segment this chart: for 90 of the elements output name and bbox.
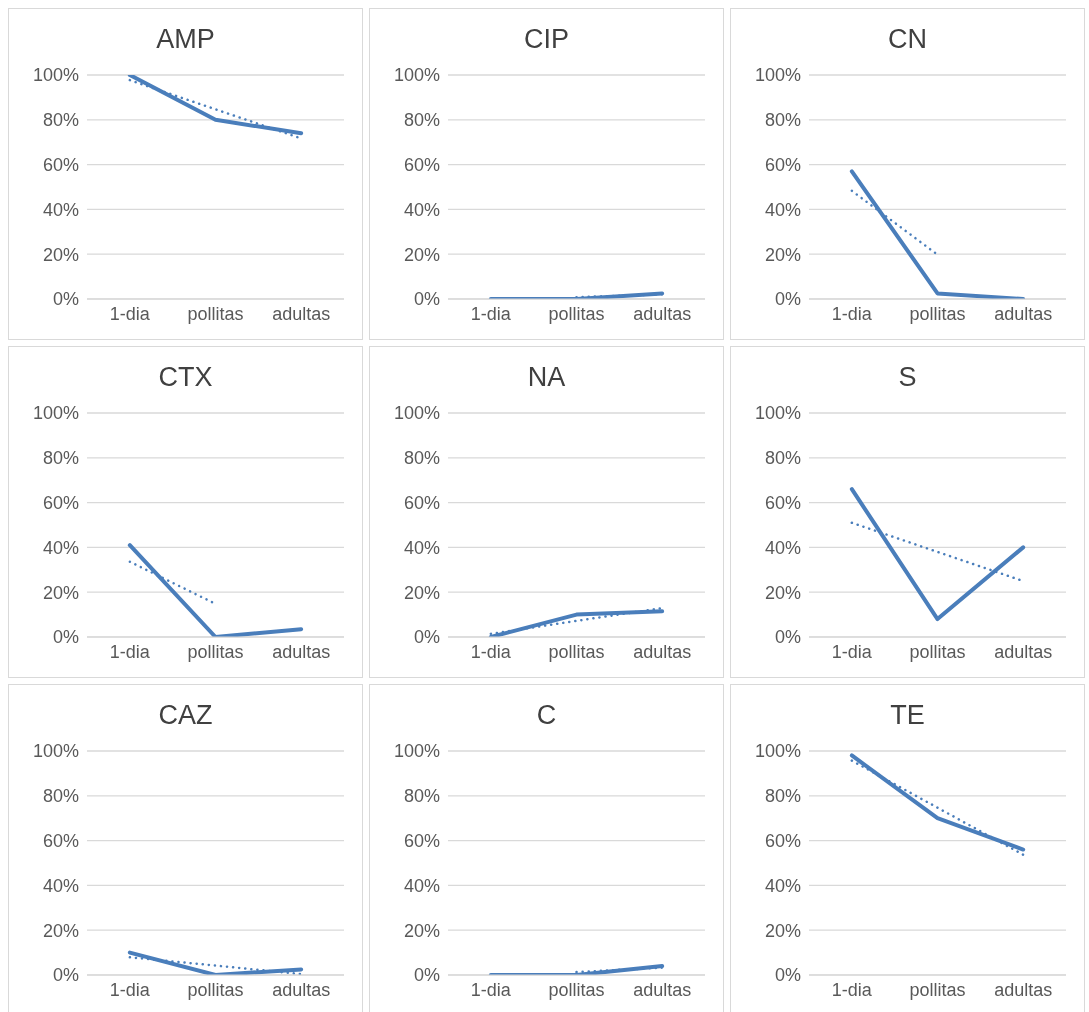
chart-title: CAZ bbox=[157, 699, 214, 732]
y-tick-label: 80% bbox=[403, 448, 440, 469]
y-tick-label: 60% bbox=[42, 154, 79, 175]
y-tick-label: 40% bbox=[403, 199, 440, 220]
chart-title: CN bbox=[887, 23, 928, 56]
y-tick-label: 60% bbox=[42, 830, 79, 851]
y-tick-label: 40% bbox=[764, 537, 801, 558]
y-tick-label: 100% bbox=[754, 741, 801, 762]
y-tick-label: 40% bbox=[403, 537, 440, 558]
y-tick-label: 80% bbox=[403, 786, 440, 807]
y-tick-label: 20% bbox=[403, 244, 440, 265]
x-tick-label: pollitas bbox=[187, 641, 244, 662]
x-tick-label: adultas bbox=[272, 979, 331, 1000]
y-tick-label: 100% bbox=[393, 403, 440, 424]
y-tick-label: 80% bbox=[403, 110, 440, 131]
x-tick-label: pollitas bbox=[548, 979, 605, 1000]
y-tick-label: 80% bbox=[764, 110, 801, 131]
x-tick-label: 1-dia bbox=[470, 979, 512, 1000]
y-tick-label: 60% bbox=[764, 154, 801, 175]
y-tick-label: 0% bbox=[52, 627, 79, 648]
y-tick-label: 80% bbox=[42, 786, 79, 807]
y-tick-label: 0% bbox=[774, 627, 801, 648]
x-tick-label: adultas bbox=[994, 979, 1053, 1000]
y-tick-label: 80% bbox=[764, 448, 801, 469]
y-tick-label: 20% bbox=[42, 244, 79, 265]
x-tick-label: 1-dia bbox=[470, 303, 512, 324]
y-tick-label: 100% bbox=[32, 741, 79, 762]
y-tick-label: 20% bbox=[764, 244, 801, 265]
x-tick-label: 1-dia bbox=[470, 641, 512, 662]
chart-title: TE bbox=[889, 699, 926, 732]
x-tick-label: pollitas bbox=[909, 303, 966, 324]
y-tick-label: 40% bbox=[42, 875, 79, 896]
x-tick-label: adultas bbox=[633, 641, 692, 662]
y-tick-label: 0% bbox=[413, 965, 440, 986]
chart-title: NA bbox=[526, 361, 567, 394]
y-tick-label: 20% bbox=[42, 920, 79, 941]
x-tick-label: adultas bbox=[272, 303, 331, 324]
y-tick-label: 80% bbox=[764, 786, 801, 807]
y-tick-label: 60% bbox=[403, 492, 440, 513]
y-tick-label: 100% bbox=[393, 741, 440, 762]
chart-title: S bbox=[897, 361, 918, 394]
y-tick-label: 60% bbox=[42, 492, 79, 513]
y-tick-label: 80% bbox=[42, 448, 79, 469]
chart-title: CIP bbox=[523, 23, 570, 56]
x-tick-label: pollitas bbox=[548, 303, 605, 324]
y-tick-label: 20% bbox=[764, 920, 801, 941]
y-tick-label: 40% bbox=[42, 537, 79, 558]
y-tick-label: 40% bbox=[42, 199, 79, 220]
x-tick-label: adultas bbox=[994, 641, 1053, 662]
y-tick-label: 0% bbox=[413, 627, 440, 648]
x-tick-label: 1-dia bbox=[831, 303, 873, 324]
x-tick-label: adultas bbox=[633, 303, 692, 324]
y-tick-label: 60% bbox=[403, 154, 440, 175]
y-tick-label: 100% bbox=[754, 65, 801, 86]
y-tick-label: 100% bbox=[32, 403, 79, 424]
y-tick-label: 20% bbox=[764, 582, 801, 603]
chart-title: C bbox=[535, 699, 558, 732]
x-tick-label: pollitas bbox=[909, 979, 966, 1000]
x-tick-label: pollitas bbox=[187, 979, 244, 1000]
x-tick-label: 1-dia bbox=[831, 979, 873, 1000]
y-tick-label: 20% bbox=[42, 582, 79, 603]
x-tick-label: adultas bbox=[272, 641, 331, 662]
y-tick-label: 40% bbox=[764, 199, 801, 220]
x-tick-label: pollitas bbox=[909, 641, 966, 662]
y-tick-label: 0% bbox=[52, 965, 79, 986]
y-tick-label: 40% bbox=[403, 875, 440, 896]
y-tick-label: 60% bbox=[764, 492, 801, 513]
x-tick-label: pollitas bbox=[548, 641, 605, 662]
y-tick-label: 80% bbox=[42, 110, 79, 131]
y-tick-label: 100% bbox=[393, 65, 440, 86]
x-tick-label: 1-dia bbox=[831, 641, 873, 662]
y-tick-label: 0% bbox=[413, 289, 440, 310]
y-tick-label: 0% bbox=[52, 289, 79, 310]
y-tick-label: 0% bbox=[774, 289, 801, 310]
y-tick-label: 60% bbox=[764, 830, 801, 851]
y-tick-label: 20% bbox=[403, 920, 440, 941]
chart-title: CTX bbox=[157, 361, 214, 394]
x-tick-label: 1-dia bbox=[109, 979, 151, 1000]
y-tick-label: 100% bbox=[32, 65, 79, 86]
y-tick-label: 40% bbox=[764, 875, 801, 896]
x-tick-label: adultas bbox=[994, 303, 1053, 324]
x-tick-label: pollitas bbox=[187, 303, 244, 324]
chart-title: AMP bbox=[155, 23, 216, 56]
y-tick-label: 60% bbox=[403, 830, 440, 851]
x-tick-label: adultas bbox=[633, 979, 692, 1000]
x-tick-label: 1-dia bbox=[109, 641, 151, 662]
x-tick-label: 1-dia bbox=[109, 303, 151, 324]
y-tick-label: 20% bbox=[403, 582, 440, 603]
y-tick-label: 0% bbox=[774, 965, 801, 986]
y-tick-label: 100% bbox=[754, 403, 801, 424]
